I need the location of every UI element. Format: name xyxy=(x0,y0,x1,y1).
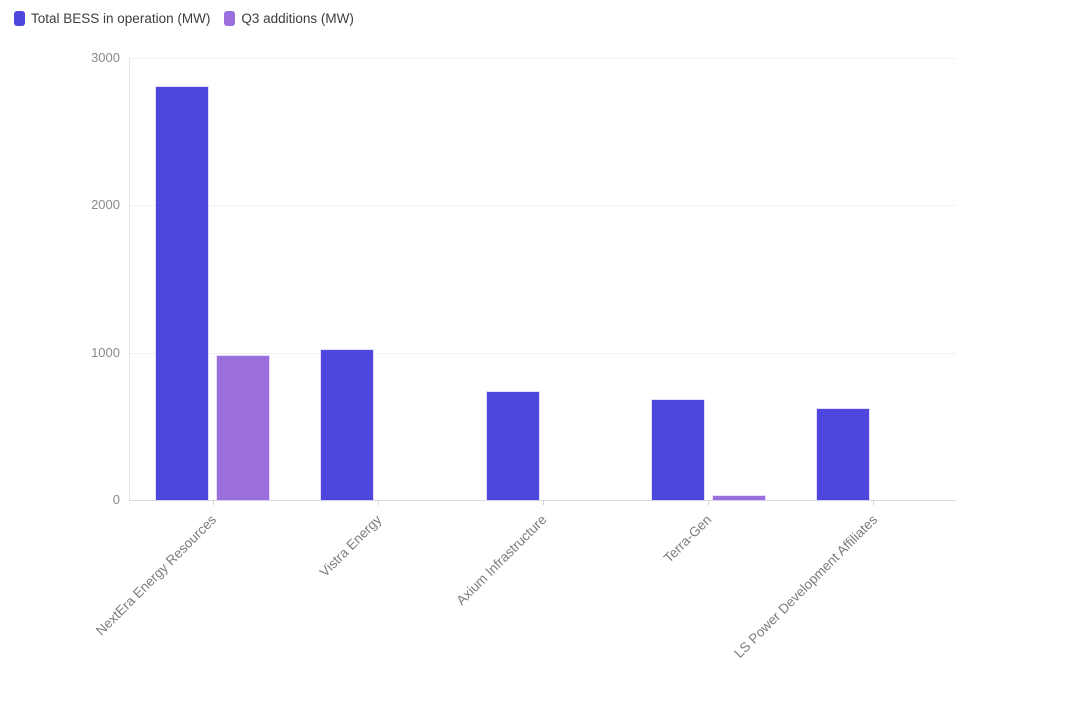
legend: Total BESS in operation (MW) Q3 addition… xyxy=(14,10,354,27)
legend-item-q3-additions[interactable]: Q3 additions (MW) xyxy=(224,10,354,27)
x-axis-label: Axium Infrastructure xyxy=(453,512,550,609)
x-axis-label: Terra-Gen xyxy=(661,512,715,566)
grid-line xyxy=(130,205,956,207)
legend-label: Q3 additions (MW) xyxy=(241,11,354,26)
y-axis-label: 2000 xyxy=(91,197,120,213)
bar[interactable] xyxy=(651,400,704,500)
y-axis-label: 1000 xyxy=(91,344,120,360)
bar[interactable] xyxy=(217,356,270,500)
bar[interactable] xyxy=(486,392,539,500)
x-axis-label: Vistra Energy xyxy=(316,512,385,580)
bar[interactable] xyxy=(321,350,374,500)
x-axis-tick xyxy=(543,500,544,505)
grid-line xyxy=(130,58,956,59)
y-axis-label: 3000 xyxy=(91,50,120,65)
x-axis-label: LS Power Development Affiliates xyxy=(731,512,880,661)
bar[interactable] xyxy=(712,496,765,500)
x-axis-tick xyxy=(708,500,710,505)
bar[interactable] xyxy=(816,409,869,500)
x-axis-label: NextEra Energy Resources xyxy=(92,512,220,639)
grid-line xyxy=(130,352,956,354)
x-axis-tick xyxy=(212,500,214,505)
x-axis-tick xyxy=(377,500,379,505)
x-axis-tick xyxy=(873,500,875,505)
x-axis-line xyxy=(129,500,956,501)
legend-swatch-q3-additions-icon xyxy=(224,11,236,26)
y-axis-line xyxy=(129,58,130,500)
bar[interactable] xyxy=(156,87,209,500)
legend-item-total-bess[interactable]: Total BESS in operation (MW) xyxy=(14,10,210,27)
y-axis-label: 0 xyxy=(112,492,120,507)
legend-label: Total BESS in operation (MW) xyxy=(31,11,211,26)
legend-swatch-total-bess-icon xyxy=(14,11,25,26)
